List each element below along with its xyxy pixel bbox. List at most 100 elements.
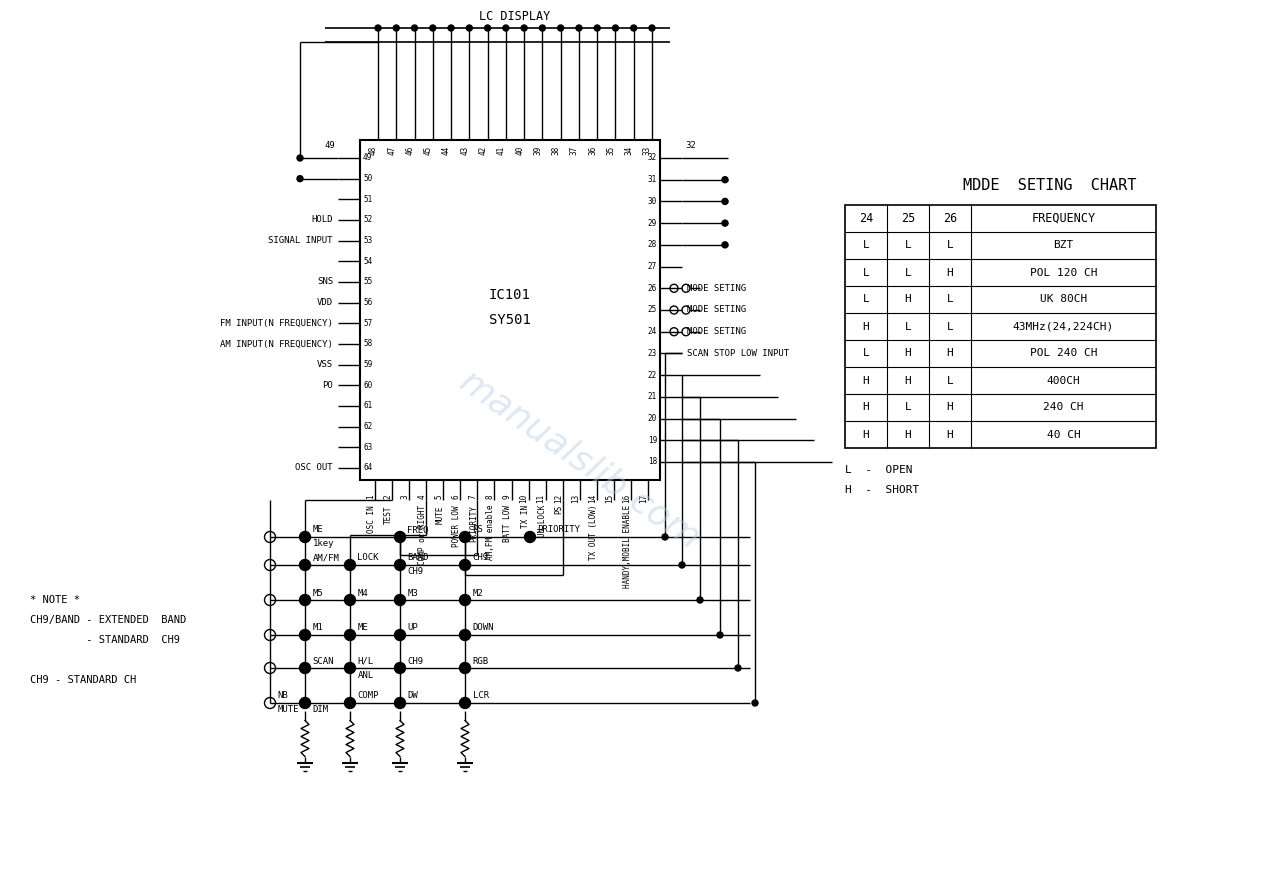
Text: 55: 55 (362, 278, 373, 287)
Text: UP: UP (408, 623, 418, 632)
Text: VSS: VSS (317, 360, 333, 369)
Circle shape (299, 697, 311, 708)
Text: H: H (947, 403, 954, 413)
Circle shape (613, 25, 619, 31)
Text: M5: M5 (312, 588, 323, 597)
Text: 56: 56 (362, 298, 373, 307)
Text: H: H (947, 430, 954, 439)
Text: MODE SETING: MODE SETING (687, 327, 746, 336)
Circle shape (297, 155, 303, 161)
Text: OSC IN: OSC IN (368, 505, 376, 533)
Text: 49: 49 (325, 140, 335, 149)
Text: 15: 15 (605, 494, 614, 504)
Circle shape (722, 198, 727, 204)
Text: MDDE  SETING  CHART: MDDE SETING CHART (964, 178, 1137, 193)
Circle shape (448, 25, 455, 31)
Text: PS: PS (472, 525, 484, 535)
Text: FM INPUT(N FREQUENCY): FM INPUT(N FREQUENCY) (220, 319, 333, 328)
Circle shape (375, 25, 381, 31)
Text: 36: 36 (589, 146, 597, 155)
Text: 17: 17 (639, 494, 648, 504)
Text: 24: 24 (648, 327, 657, 336)
Circle shape (649, 25, 655, 31)
Circle shape (662, 534, 668, 540)
Circle shape (299, 531, 311, 543)
Circle shape (345, 663, 355, 673)
Text: LCR: LCR (472, 691, 489, 700)
Text: 43MHz(24,224CH): 43MHz(24,224CH) (1013, 321, 1114, 331)
Text: AM/FM: AM/FM (312, 554, 340, 563)
Text: SIGNAL INPUT: SIGNAL INPUT (269, 236, 333, 246)
Text: 32: 32 (685, 140, 696, 149)
Text: 400CH: 400CH (1047, 375, 1080, 386)
Text: SCAN STOP LOW INPUT: SCAN STOP LOW INPUT (687, 349, 789, 358)
Circle shape (722, 242, 727, 248)
Text: H: H (863, 403, 869, 413)
Text: 43: 43 (460, 146, 470, 155)
Text: * NOTE *: * NOTE * (30, 595, 80, 605)
Text: L  -  OPEN: L - OPEN (845, 465, 912, 475)
Bar (845, 205, 1156, 448)
Text: 14: 14 (587, 494, 597, 504)
Text: 22: 22 (648, 371, 657, 380)
Circle shape (394, 630, 405, 640)
Circle shape (297, 176, 303, 181)
Circle shape (345, 595, 355, 605)
Text: 50: 50 (362, 174, 373, 183)
Text: M2: M2 (472, 588, 484, 597)
Text: H: H (904, 375, 912, 386)
Text: POL 240 CH: POL 240 CH (1029, 348, 1098, 358)
Circle shape (460, 697, 471, 708)
Circle shape (466, 25, 472, 31)
Text: AM INPUT(N FREQUENCY): AM INPUT(N FREQUENCY) (220, 339, 333, 348)
Text: BAND: BAND (408, 554, 429, 563)
Circle shape (558, 25, 563, 31)
Text: RGB: RGB (472, 656, 489, 665)
Text: SY501: SY501 (489, 313, 530, 327)
Text: COMP or RIGHT: COMP or RIGHT (418, 505, 427, 565)
Circle shape (722, 177, 727, 183)
Text: 18: 18 (648, 457, 657, 466)
Text: IC101: IC101 (489, 288, 530, 302)
Circle shape (630, 25, 637, 31)
Circle shape (679, 562, 685, 568)
Circle shape (394, 697, 405, 708)
Circle shape (522, 25, 527, 31)
Text: BZT: BZT (1053, 240, 1074, 251)
Text: M4: M4 (357, 588, 369, 597)
Text: DW: DW (408, 691, 418, 700)
Text: SNS: SNS (317, 278, 333, 287)
Text: MUTE: MUTE (278, 705, 299, 714)
Text: 30: 30 (648, 197, 657, 206)
Text: CH9: CH9 (408, 567, 423, 577)
Text: 20: 20 (648, 414, 657, 423)
Text: 21: 21 (648, 392, 657, 401)
Circle shape (735, 665, 741, 671)
Text: manualslib.com: manualslib.com (453, 364, 707, 555)
Text: 31: 31 (648, 175, 657, 184)
Circle shape (299, 560, 311, 571)
Text: HOLD: HOLD (312, 215, 333, 224)
Circle shape (576, 25, 582, 31)
Text: 62: 62 (362, 422, 373, 431)
Text: L: L (904, 403, 912, 413)
Text: 24: 24 (859, 212, 873, 225)
Text: 1: 1 (366, 494, 375, 498)
Text: OSC OUT: OSC OUT (296, 463, 333, 472)
Text: TX IN: TX IN (520, 505, 529, 528)
Text: ANL: ANL (357, 671, 374, 680)
Text: 47: 47 (388, 146, 397, 155)
Text: 25: 25 (648, 305, 657, 314)
Text: PO: PO (322, 380, 333, 390)
Text: FREQ: FREQ (408, 525, 429, 535)
Text: 45: 45 (424, 146, 433, 155)
Text: 10: 10 (519, 494, 528, 504)
Text: ME: ME (357, 623, 369, 632)
Circle shape (345, 630, 355, 640)
Text: 46: 46 (405, 146, 414, 155)
Circle shape (460, 663, 471, 673)
Text: M1: M1 (312, 623, 323, 632)
Text: - STANDARD  CH9: - STANDARD CH9 (30, 635, 181, 645)
Circle shape (429, 25, 436, 31)
Text: ME: ME (312, 525, 323, 535)
